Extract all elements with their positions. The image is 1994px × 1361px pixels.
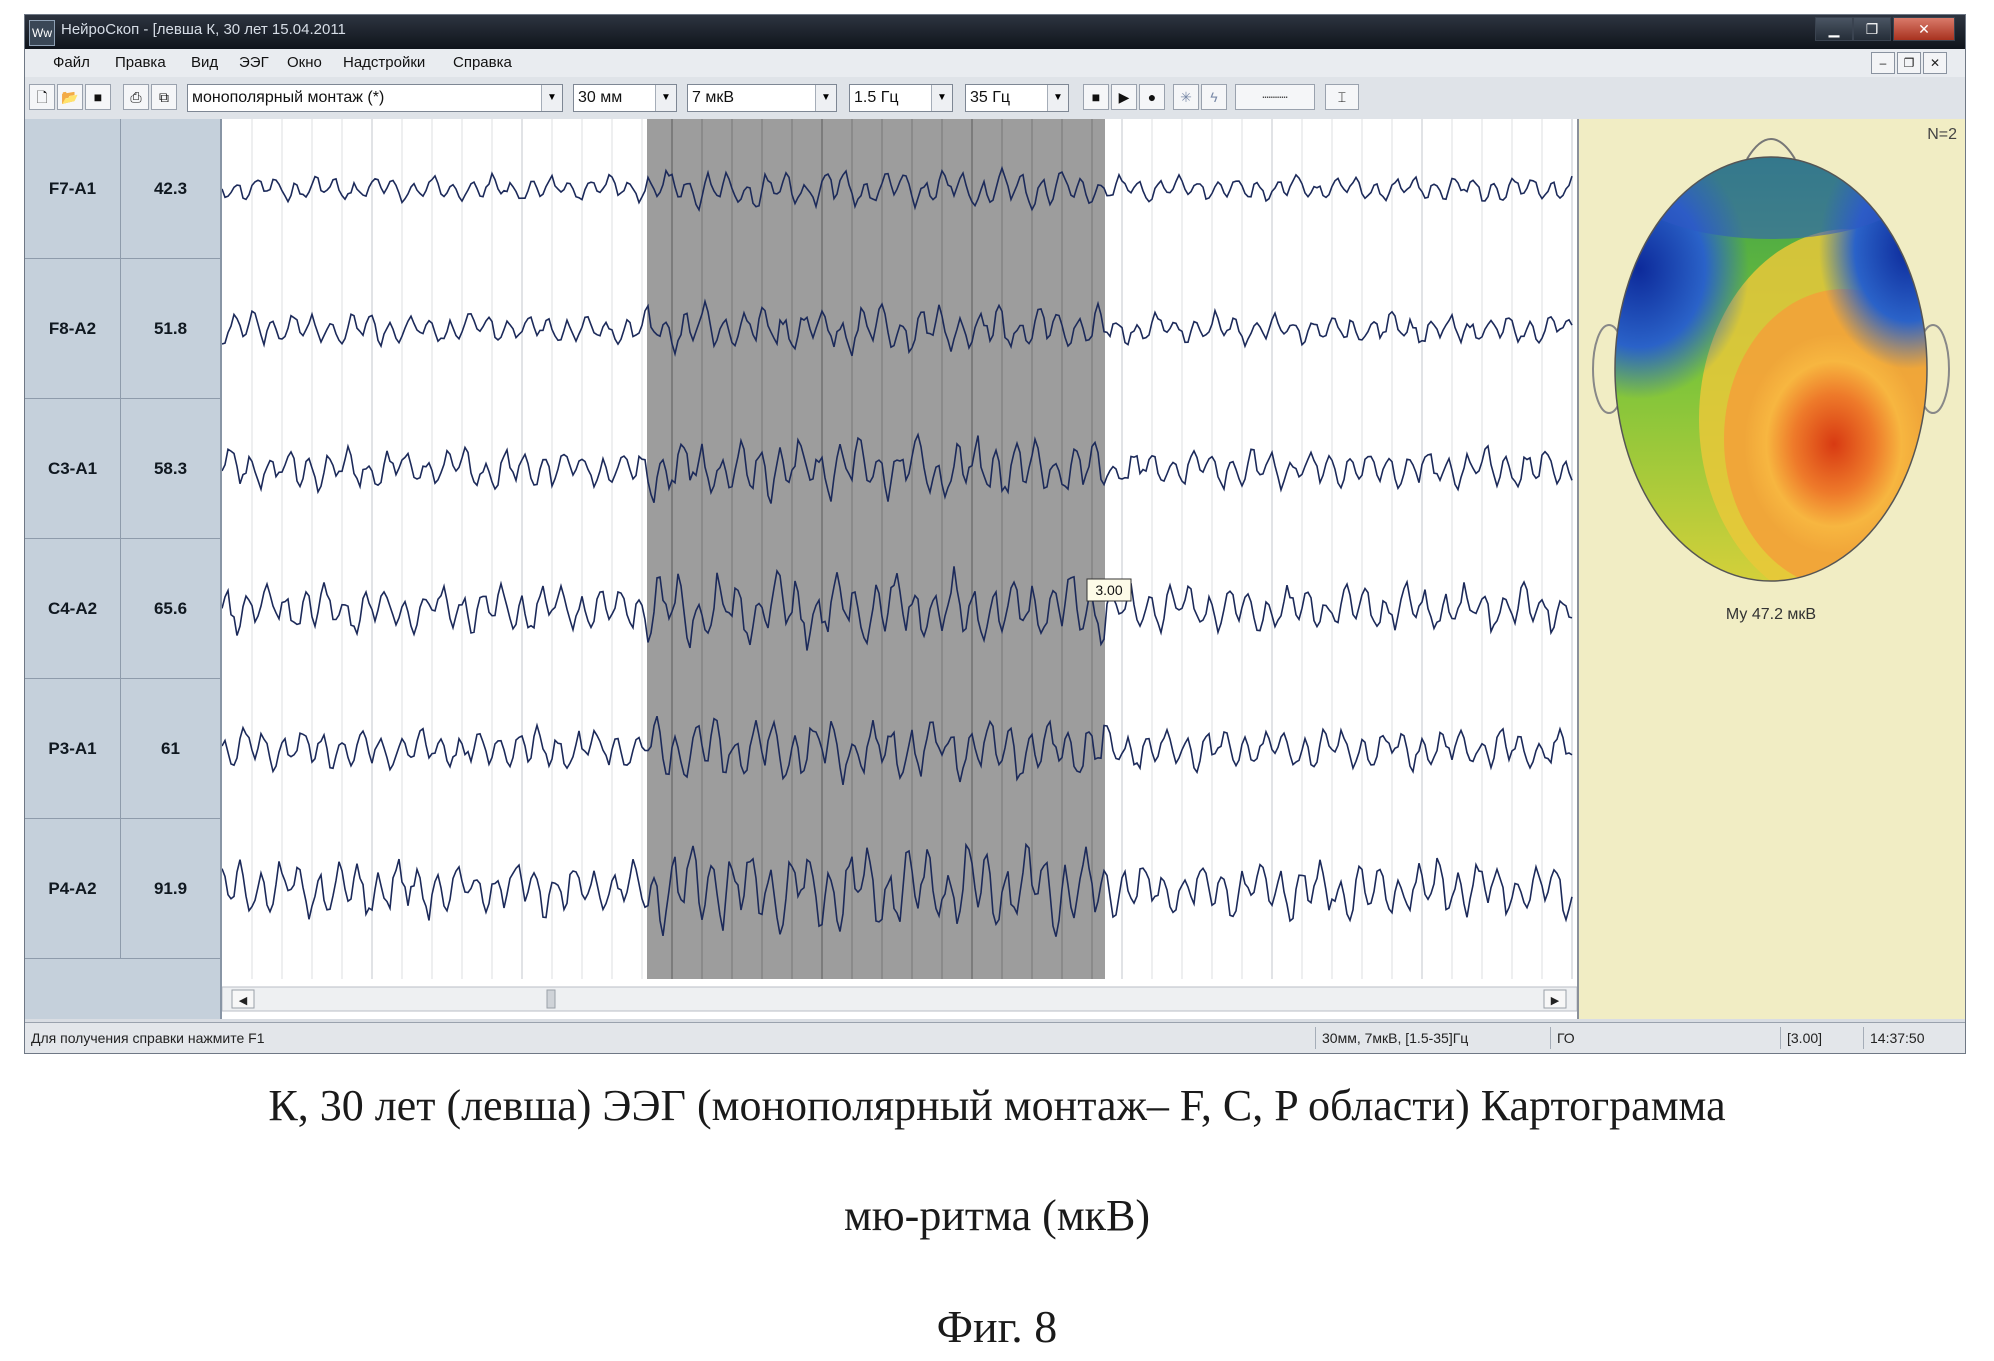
low-filter-value: 1.5 Гц xyxy=(854,89,899,106)
menu-addons[interactable]: Надстройки xyxy=(343,54,426,71)
chevron-down-icon[interactable]: ▼ xyxy=(655,85,676,111)
channel-row[interactable]: F7-A1 42.3 xyxy=(25,119,220,259)
status-time: 14:37:50 xyxy=(1863,1027,1963,1049)
channel-list: F7-A1 42.3 F8-A2 51.8 C3-A1 58.3 C4-A2 6… xyxy=(25,119,222,1019)
print-icon[interactable]: ⎙ xyxy=(123,84,149,110)
status-mode: ГО xyxy=(1550,1027,1780,1049)
stop-icon[interactable]: ■ xyxy=(1083,84,1109,110)
eeg-trace xyxy=(221,715,1573,786)
channel-amplitude: 51.8 xyxy=(153,318,188,338)
figure-caption-line2: мю-ритма (мкВ) xyxy=(843,1191,1151,1240)
topographic-map-panel: N=2 Му 47.2 мкВ xyxy=(1577,119,1965,1019)
channel-row[interactable]: C4-A2 65.6 xyxy=(25,539,220,679)
menu-view[interactable]: Вид xyxy=(191,54,219,71)
chevron-down-icon[interactable]: ▼ xyxy=(931,85,952,111)
horizontal-scrollbar[interactable]: ◀ ▶ xyxy=(221,986,1578,1012)
menu-bar: Файл Правка Вид ЭЭГ Окно Надстройки Спра… xyxy=(25,49,1965,78)
scroll-left-button xyxy=(231,989,255,1009)
menu-window[interactable]: Окно xyxy=(287,54,322,71)
calibration-scale-icon[interactable]: ┈┈┈ xyxy=(1235,84,1315,110)
channel-name: C4-A2 xyxy=(25,539,121,678)
channel-name: C3-A1 xyxy=(25,399,121,538)
menu-eeg[interactable]: ЭЭГ xyxy=(239,54,269,71)
channel-amplitude: 58.3 xyxy=(153,458,188,478)
mdi-close-button[interactable]: ✕ xyxy=(1923,52,1947,74)
chevron-left-icon: ◀ xyxy=(239,995,248,1007)
open-folder-icon[interactable]: 📂 xyxy=(57,84,83,110)
scroll-right-button xyxy=(1543,989,1567,1009)
nose-shape xyxy=(1746,138,1796,160)
channel-row[interactable]: F8-A2 51.8 xyxy=(25,259,220,399)
channel-row[interactable]: P3-A1 61 xyxy=(25,679,220,819)
copy-icon[interactable]: ⧉ xyxy=(151,84,177,110)
menu-edit[interactable]: Правка xyxy=(115,54,166,71)
channel-row[interactable]: P4-A2 91.9 xyxy=(25,819,220,959)
map-n-label: N=2 xyxy=(1927,126,1957,143)
status-bar: Для получения справки нажмите F1 30мм, 7… xyxy=(25,1022,1965,1053)
channel-name: P4-A2 xyxy=(25,819,121,958)
montage-select[interactable]: монополярный монтаж (*) ▼ xyxy=(187,84,563,112)
channel-amplitude: 42.3 xyxy=(153,178,188,198)
figure-caption-line1: К, 30 лет (левша) ЭЭГ (монополярный монт… xyxy=(268,1081,1726,1130)
channel-amplitude: 91.9 xyxy=(153,878,188,898)
high-filter-select[interactable]: 35 Гц ▼ xyxy=(965,84,1069,112)
eeg-trace xyxy=(221,566,1573,651)
mdi-minimize-button[interactable]: – xyxy=(1871,52,1895,74)
channel-name: F8-A2 xyxy=(25,259,121,398)
app-window: Ww НейроСкоп - [левша К, 30 лет 15.04.20… xyxy=(24,14,1966,1054)
play-icon[interactable]: ▶ xyxy=(1111,84,1137,110)
eeg-traces[interactable]: 3.00 ◀ ▶ xyxy=(221,119,1578,1019)
mdi-restore-button[interactable]: ❐ xyxy=(1897,52,1921,74)
channel-amplitude: 61 xyxy=(161,738,180,758)
cursor-value: 3.00 xyxy=(1095,582,1122,598)
photostim-icon[interactable]: ✳ xyxy=(1173,84,1199,110)
chevron-down-icon[interactable]: ▼ xyxy=(815,85,836,111)
eeg-trace-area[interactable]: 3.00 ◀ ▶ xyxy=(221,119,1578,1019)
menu-file[interactable]: Файл xyxy=(53,54,90,71)
chevron-down-icon[interactable]: ▼ xyxy=(541,85,562,111)
title-bar: Ww НейроСкоп - [левша К, 30 лет 15.04.20… xyxy=(25,15,1965,49)
channel-name: F7-A1 xyxy=(25,119,121,258)
channel-row[interactable]: C3-A1 58.3 xyxy=(25,399,220,539)
figure-label: Фиг. 8 xyxy=(936,1301,1058,1352)
speed-select[interactable]: 30 мм ▼ xyxy=(573,84,677,112)
record-icon[interactable]: ● xyxy=(1139,84,1165,110)
app-icon: Ww xyxy=(29,20,55,46)
menu-help[interactable]: Справка xyxy=(453,54,512,71)
toolbar: 🗋 📂 ■ ⎙ ⧉ монополярный монтаж (*) ▼ 30 м… xyxy=(25,77,1965,120)
eeg-trace xyxy=(221,432,1573,504)
low-filter-select[interactable]: 1.5 Гц ▼ xyxy=(849,84,953,112)
minimize-button[interactable]: ▁ xyxy=(1815,17,1853,41)
save-icon[interactable]: ■ xyxy=(85,84,111,110)
head-map: N=2 Му 47.2 мкВ xyxy=(1592,126,1957,623)
status-params: 30мм, 7мкВ, [1.5-35]Гц xyxy=(1315,1027,1545,1049)
eeg-trace xyxy=(221,165,1573,213)
status-cursor: [3.00] xyxy=(1780,1027,1860,1049)
close-button[interactable]: ✕ xyxy=(1893,17,1955,41)
cursor-label: 3.00 xyxy=(1086,578,1132,602)
high-filter-value: 35 Гц xyxy=(970,89,1011,106)
map-caption: Му 47.2 мкВ xyxy=(1726,606,1816,623)
channel-name: P3-A1 xyxy=(25,679,121,818)
status-help: Для получения справки нажмите F1 xyxy=(31,1030,265,1046)
marker-icon[interactable]: ⌶ xyxy=(1325,84,1359,110)
new-file-icon[interactable]: 🗋 xyxy=(29,84,55,110)
selected-epoch xyxy=(647,119,1105,979)
maximize-button[interactable]: ❐ xyxy=(1853,17,1891,41)
window-title: НейроСкоп - [левша К, 30 лет 15.04.2011 xyxy=(61,21,346,38)
chevron-right-icon: ▶ xyxy=(1551,995,1560,1007)
scroll-thumb xyxy=(546,989,556,1009)
montage-value: монополярный монтаж (*) xyxy=(192,89,385,106)
hyperventilation-icon[interactable]: ϟ xyxy=(1201,84,1227,110)
eeg-trace xyxy=(221,298,1573,357)
channel-amplitude: 65.6 xyxy=(153,598,188,618)
sensitivity-value: 7 мкВ xyxy=(692,89,735,106)
sensitivity-select[interactable]: 7 мкВ ▼ xyxy=(687,84,837,112)
eeg-trace xyxy=(221,842,1573,937)
chevron-down-icon[interactable]: ▼ xyxy=(1047,85,1068,111)
speed-value: 30 мм xyxy=(578,89,623,106)
